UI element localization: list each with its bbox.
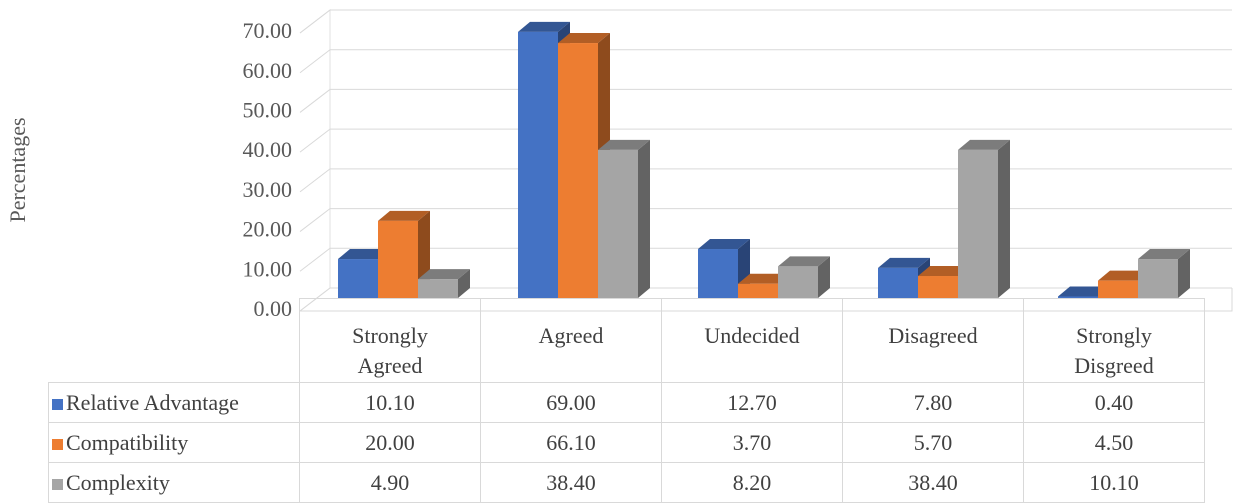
- bar-top: [698, 239, 750, 250]
- value-cell: 8.20: [661, 462, 843, 503]
- bar: [338, 259, 378, 298]
- value-cell: 7.80: [842, 382, 1024, 423]
- table-header-row: Strongly Agreed Agreed Undecided Disagreed S…: [48, 298, 1205, 383]
- bar-side: [1178, 249, 1190, 298]
- value-cell: 38.40: [842, 462, 1024, 503]
- value-cell: 20.00: [299, 422, 481, 463]
- bar-top: [518, 21, 570, 32]
- bar: [1098, 280, 1138, 298]
- value-cell: 5.70: [842, 422, 1024, 463]
- legend-label: Complexity: [66, 469, 170, 495]
- bar: [378, 220, 418, 298]
- bar: [598, 149, 638, 298]
- bar: [518, 31, 558, 298]
- y-tick-label: 40.00: [243, 137, 293, 162]
- value-cell: 4.90: [299, 462, 481, 503]
- table-corner: [48, 298, 300, 383]
- value-cell: 4.50: [1023, 422, 1205, 463]
- bar: [418, 279, 458, 298]
- bar: [698, 249, 738, 298]
- bar-top: [1058, 286, 1110, 297]
- bar-top: [558, 33, 610, 44]
- bar-top: [958, 139, 1010, 150]
- bar-top: [1138, 249, 1190, 260]
- value-cell: 69.00: [480, 382, 662, 423]
- data-table: Strongly Agreed Agreed Undecided Disagreed S…: [48, 298, 1205, 503]
- category-cell: Strongly Disgreed: [1023, 298, 1205, 383]
- y-tick-label: 30.00: [243, 177, 293, 202]
- y-tick-label: 70.00: [243, 18, 293, 43]
- bar-top: [418, 269, 470, 280]
- legend-swatch: [52, 438, 63, 450]
- grid-line: [299, 49, 1232, 74]
- grid-line: [299, 88, 1232, 113]
- category-cell: Undecided: [661, 298, 843, 383]
- grid-line: [299, 168, 1232, 193]
- bar-top: [918, 266, 970, 277]
- y-tick-label: 10.00: [243, 256, 293, 281]
- bar-top: [778, 256, 830, 267]
- bar: [878, 267, 918, 298]
- bar: [958, 149, 998, 298]
- bar: [738, 283, 778, 298]
- y-tick-label: 20.00: [243, 217, 293, 242]
- back-wall: [299, 8, 331, 312]
- category-label: Agreed: [538, 323, 604, 348]
- value-cell: 3.70: [661, 422, 843, 463]
- category-label: Undecided: [704, 323, 800, 348]
- bar-top: [878, 257, 930, 268]
- category-label: Strongly Disgreed: [1074, 323, 1154, 378]
- value-cell: 10.10: [1023, 462, 1205, 503]
- bar: [558, 43, 598, 298]
- bar: [918, 276, 958, 298]
- value-cell: 38.40: [480, 462, 662, 503]
- bar-side: [998, 139, 1010, 298]
- value-cell: 0.40: [1023, 382, 1205, 423]
- grid-line: [299, 128, 1232, 153]
- bar-top: [338, 249, 390, 260]
- grid-line: [299, 208, 1232, 232]
- legend-label: Compatibility: [66, 429, 189, 455]
- grid-line: [299, 9, 1232, 34]
- table-row: Relative Advantage 10.10 69.00 12.70 7.80 0.4…: [48, 382, 1205, 423]
- bar-top: [378, 210, 430, 221]
- legend-swatch: [52, 398, 63, 410]
- bar-top: [738, 273, 790, 284]
- bar: [1058, 296, 1098, 298]
- bar-side: [638, 139, 650, 298]
- category-label: Disagreed: [888, 323, 978, 348]
- bar-top: [1098, 270, 1150, 281]
- grid-line: [299, 247, 1232, 272]
- table-row: Complexity 4.90 38.40 8.20 38.40 10.10: [48, 462, 1205, 503]
- series-cell: Compatibility: [48, 422, 300, 463]
- bar: [778, 266, 818, 298]
- bar-side: [458, 269, 470, 298]
- value-cell: 66.10: [480, 422, 662, 463]
- series-cell: Complexity: [48, 462, 300, 503]
- value-cell: 12.70: [661, 382, 843, 423]
- y-tick-label: 50.00: [243, 97, 293, 122]
- legend-swatch: [52, 478, 63, 490]
- table-row: Compatibility 20.00 66.10 3.70 5.70 4.50: [48, 422, 1205, 463]
- bar-top: [598, 139, 650, 150]
- category-cell: Disagreed: [842, 298, 1024, 383]
- y-tick-label: 60.00: [243, 58, 293, 83]
- bar-side: [818, 256, 830, 298]
- value-cell: 10.10: [299, 382, 481, 423]
- bar: [1138, 259, 1178, 298]
- series-cell: Relative Advantage: [48, 382, 300, 423]
- category-label: Strongly Agreed: [352, 323, 428, 378]
- legend-label: Relative Advantage: [66, 389, 239, 415]
- category-cell: Strongly Agreed: [299, 298, 481, 383]
- y-axis-title: Percentages: [5, 117, 30, 222]
- category-cell: Agreed: [480, 298, 662, 383]
